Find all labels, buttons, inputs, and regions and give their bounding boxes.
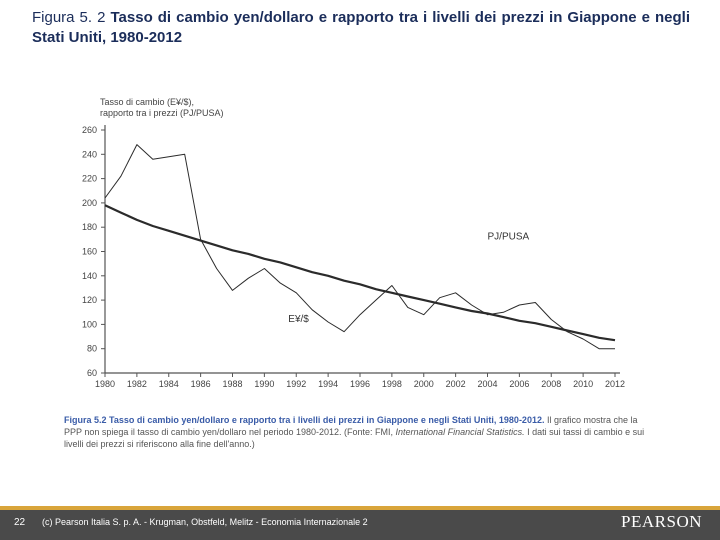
y-tick-label: 260 xyxy=(82,125,97,135)
caption-title: Figura 5.2 Tasso di cambio yen/dollaro e… xyxy=(64,415,544,425)
x-tick-label: 1992 xyxy=(286,379,306,389)
y-axis-title: rapporto tra i prezzi (PJ/PUSA) xyxy=(100,108,224,118)
y-tick-label: 60 xyxy=(87,368,97,378)
y-axis-title: Tasso di cambio (E¥/$), xyxy=(100,97,194,107)
caption-body-italic: International Financial Statistics. xyxy=(396,427,525,437)
slide: Figura 5. 2 Tasso di cambio yen/dollaro … xyxy=(0,0,720,540)
series-line xyxy=(105,205,615,340)
series-line xyxy=(105,145,615,349)
x-tick-label: 1994 xyxy=(318,379,338,389)
copyright-text: (c) Pearson Italia S. p. A. - Krugman, O… xyxy=(42,517,368,527)
line-chart: Tasso di cambio (E¥/$),rapporto tra i pr… xyxy=(55,95,645,415)
series-label: E¥/$ xyxy=(288,314,309,325)
footer-stripe xyxy=(0,506,720,510)
figure-title-text: Tasso di cambio yen/dollaro e rapporto t… xyxy=(32,9,690,46)
figure-label: Figura 5. 2 xyxy=(32,9,105,26)
x-tick-label: 1990 xyxy=(254,379,274,389)
x-tick-label: 1998 xyxy=(382,379,402,389)
y-tick-label: 220 xyxy=(82,174,97,184)
page-number: 22 xyxy=(14,517,25,528)
x-tick-label: 1984 xyxy=(159,379,179,389)
x-tick-label: 2006 xyxy=(509,379,529,389)
x-tick-label: 2008 xyxy=(541,379,561,389)
y-tick-label: 200 xyxy=(82,198,97,208)
figure-title: Figura 5. 2 Tasso di cambio yen/dollaro … xyxy=(32,8,690,47)
y-tick-label: 180 xyxy=(82,222,97,232)
y-tick-label: 240 xyxy=(82,149,97,159)
series-label: PJ/PUSA xyxy=(488,231,530,242)
y-tick-label: 100 xyxy=(82,319,97,329)
x-tick-label: 2002 xyxy=(446,379,466,389)
y-tick-label: 80 xyxy=(87,344,97,354)
y-tick-label: 160 xyxy=(82,247,97,257)
x-tick-label: 1982 xyxy=(127,379,147,389)
brand-logo: PEARSON xyxy=(621,512,702,532)
x-tick-label: 2010 xyxy=(573,379,593,389)
x-tick-label: 2012 xyxy=(605,379,625,389)
chart-svg: Tasso di cambio (E¥/$),rapporto tra i pr… xyxy=(55,95,645,415)
x-tick-label: 2000 xyxy=(414,379,434,389)
x-tick-label: 2004 xyxy=(477,379,497,389)
footer: 22 (c) Pearson Italia S. p. A. - Krugman… xyxy=(0,506,720,540)
x-tick-label: 1986 xyxy=(191,379,211,389)
x-tick-label: 1996 xyxy=(350,379,370,389)
y-tick-label: 120 xyxy=(82,295,97,305)
x-tick-label: 1980 xyxy=(95,379,115,389)
x-tick-label: 1988 xyxy=(222,379,242,389)
y-tick-label: 140 xyxy=(82,271,97,281)
figure-caption: Figura 5.2 Tasso di cambio yen/dollaro e… xyxy=(64,414,650,450)
